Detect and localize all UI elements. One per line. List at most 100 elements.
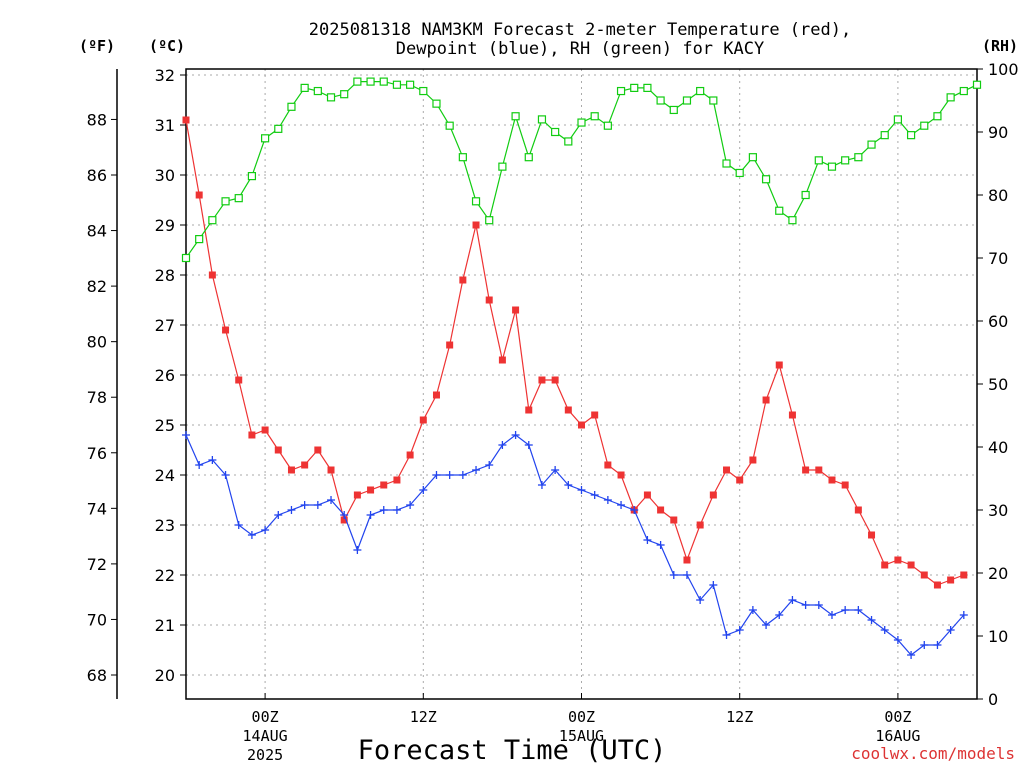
temperature-series-line [185, 119, 965, 586]
temperature-point [301, 461, 309, 469]
rh-tick-label: 40 [988, 438, 1008, 457]
dewpoint-point [775, 611, 784, 619]
temperature-point [868, 531, 876, 539]
rh-point [946, 93, 955, 102]
celsius-tick-label: 30 [155, 166, 175, 185]
temperature-point [538, 376, 546, 384]
temperature-point [287, 466, 295, 474]
dewpoint-point [300, 501, 309, 509]
dewpoint-point [643, 536, 652, 544]
rh-point [392, 80, 402, 89]
dewpoint-point [392, 506, 401, 514]
dewpoint-point [577, 486, 586, 494]
temperature-point [815, 466, 823, 474]
rh-point [195, 235, 204, 244]
temperature-point [182, 116, 190, 124]
celsius-tick-label: 29 [155, 216, 175, 235]
rh-point [511, 112, 520, 121]
x-tick-label: 00Z [884, 708, 911, 726]
fahrenheit-tick-label: 72 [87, 555, 107, 574]
dewpoint-point [735, 626, 744, 634]
fahrenheit-tick-label: 82 [87, 277, 107, 296]
temperature-point [947, 576, 955, 584]
temperature-point [261, 426, 269, 434]
rh-point [709, 96, 718, 105]
dewpoint-point [827, 611, 836, 619]
rh-point [406, 80, 415, 89]
temperature-point [472, 221, 480, 229]
rh-point [814, 156, 823, 165]
rh-point [603, 121, 612, 130]
dewpoint-point [182, 431, 190, 439]
celsius-tick-label: 22 [155, 566, 175, 585]
celsius-tick-label: 28 [155, 266, 175, 285]
rh-point [551, 127, 560, 137]
rh-tick-label: 50 [988, 375, 1008, 394]
dewpoint-point [432, 471, 441, 479]
fahrenheit-tick-label: 84 [87, 222, 107, 241]
temperature-point [617, 471, 625, 479]
dewpoint-point [946, 626, 955, 634]
rh-point [577, 118, 586, 127]
dewpoint-point [208, 456, 217, 464]
temperature-point [446, 341, 454, 349]
temperature-point [208, 271, 216, 279]
temperature-point [393, 476, 401, 484]
rh-point [854, 153, 863, 162]
rh-point [234, 194, 243, 203]
rh-tick-label: 80 [988, 186, 1008, 205]
rh-point [498, 162, 507, 171]
x-tick-date: 16AUG [875, 727, 920, 745]
celsius-unit-label: (ºC) [149, 37, 185, 55]
rh-point [458, 153, 467, 162]
chart-title-line2: Dewpoint (blue), RH (green) for KACY [396, 39, 764, 59]
celsius-tick-label: 26 [155, 366, 175, 385]
dewpoint-point [406, 501, 415, 509]
rh-point [485, 216, 494, 225]
dewpoint-point [603, 496, 612, 504]
rh-point [682, 96, 692, 105]
temperature-point [604, 461, 612, 469]
temperature-point [327, 466, 335, 474]
temperature-point [485, 296, 493, 304]
temperature-point [881, 561, 889, 569]
temperature-point [894, 556, 902, 564]
dewpoint-point [524, 441, 533, 449]
celsius-tick-label: 20 [155, 666, 175, 685]
temperature-point [802, 466, 810, 474]
x-tick-date: 15AUG [559, 727, 604, 745]
rh-point [841, 156, 850, 165]
temperature-point [222, 326, 230, 334]
dewpoint-point [340, 511, 349, 519]
dewpoint-point [327, 496, 336, 504]
rh-point [920, 121, 929, 130]
rh-point [630, 83, 639, 93]
dewpoint-point [801, 601, 810, 609]
celsius-tick-label: 31 [155, 116, 175, 135]
temperature-point [406, 451, 414, 459]
rh-point [366, 77, 375, 86]
temperature-point [591, 411, 599, 419]
series-layer [181, 77, 982, 659]
fahrenheit-tick-label: 78 [87, 388, 107, 407]
temperature-point [723, 466, 731, 474]
fahrenheit-tick-label: 76 [87, 444, 107, 463]
rh-tick-label: 100 [988, 60, 1019, 79]
rh-point [669, 105, 678, 115]
rh-point [788, 216, 797, 225]
dewpoint-point [537, 481, 546, 489]
dewpoint-point [261, 526, 270, 534]
temperature-point [775, 361, 783, 369]
rh-point [656, 96, 665, 105]
rh-point [313, 86, 322, 96]
dewpoint-point [722, 631, 731, 639]
rh-point [564, 137, 573, 146]
temperature-point [933, 581, 941, 589]
dewpoint-point [880, 626, 889, 634]
x-tick-year: 2025 [247, 746, 283, 764]
temperature-point [195, 191, 203, 199]
temperature-point [419, 416, 427, 424]
rh-point [827, 162, 837, 171]
x-tick-date: 14AUG [243, 727, 288, 745]
